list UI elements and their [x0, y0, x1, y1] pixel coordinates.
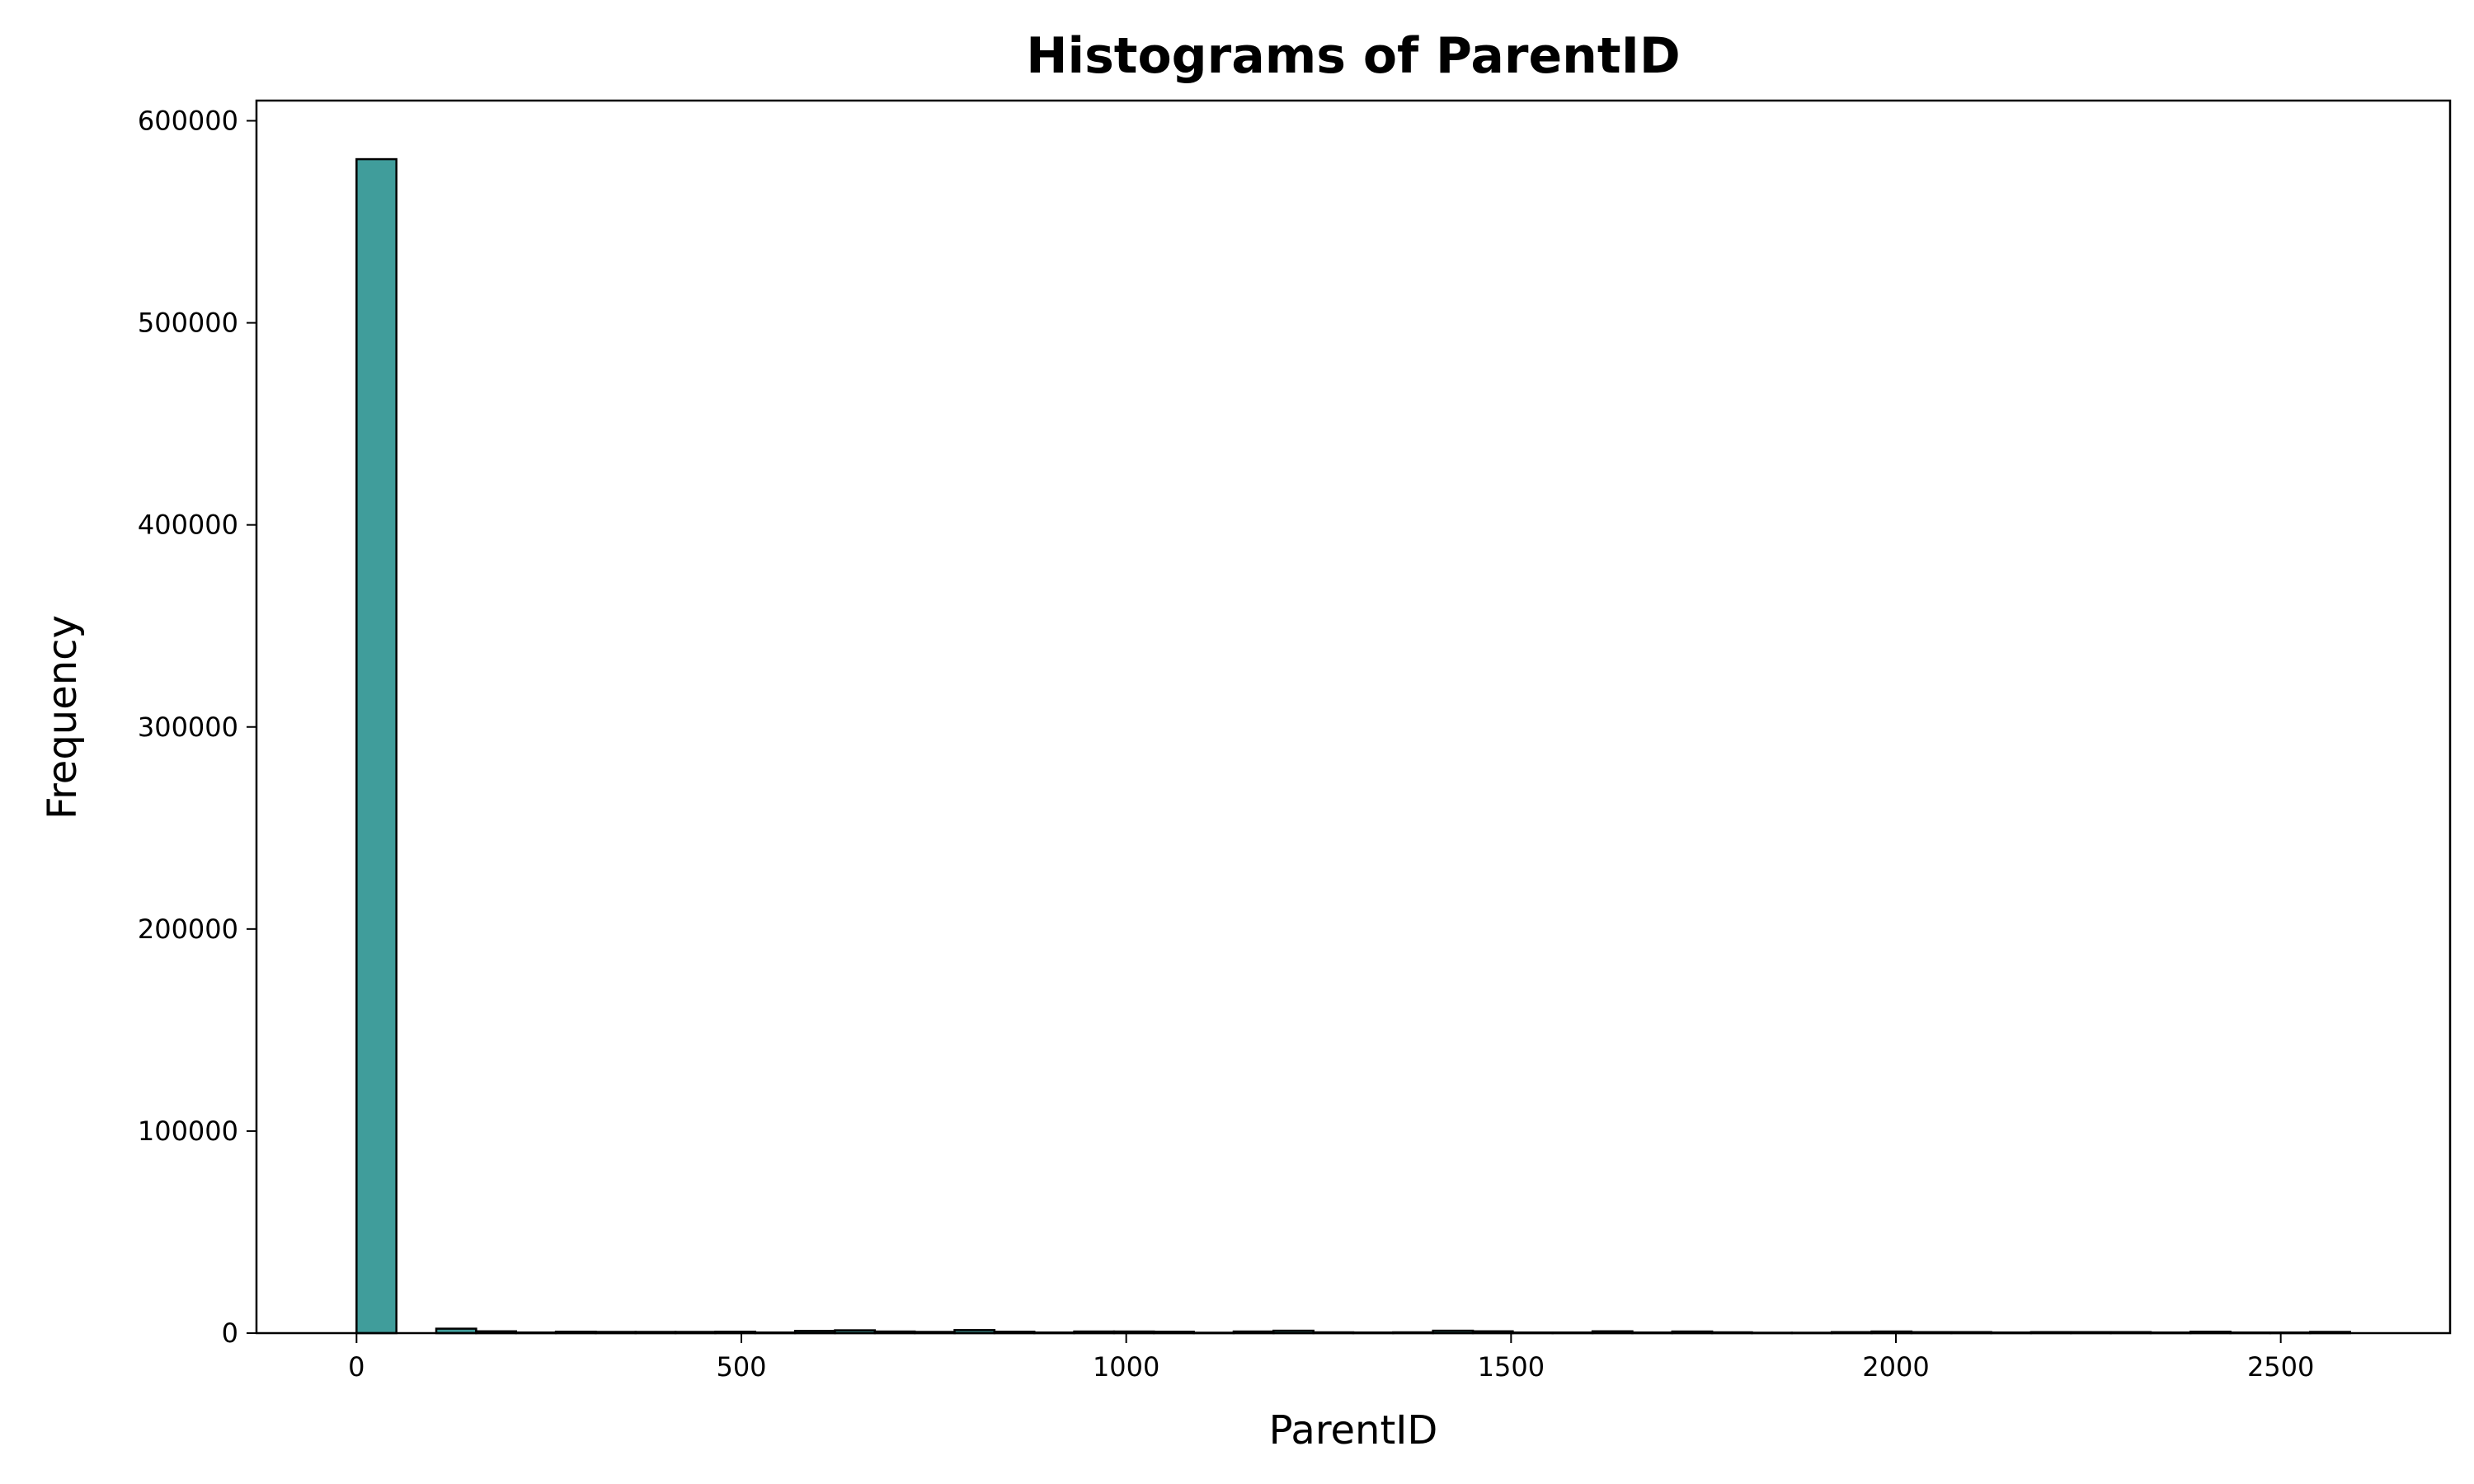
x-tick-label: 1000 — [1093, 1351, 1159, 1383]
y-tick-label: 600000 — [138, 106, 238, 137]
y-tick-label: 400000 — [138, 510, 238, 541]
y-tick-label: 300000 — [138, 711, 238, 743]
x-tick-label: 0 — [348, 1351, 365, 1383]
ticks-layer: 0 500 1000 1500 2000 2500 0 100000 200000 300000 4… — [138, 106, 2315, 1383]
chart-title: Histograms of ParentID — [1026, 27, 1680, 85]
x-axis-title: ParentID — [1269, 1407, 1438, 1453]
histogram-bar — [355, 157, 397, 1335]
y-tick-label: 100000 — [138, 1115, 238, 1147]
x-tick-label: 2500 — [2247, 1351, 2314, 1383]
x-tick-label: 1500 — [1478, 1351, 1545, 1383]
y-tick-label: 0 — [222, 1317, 238, 1349]
plot-area-frame — [255, 99, 2452, 1335]
x-tick-label: 500 — [716, 1351, 766, 1383]
y-tick-label: 500000 — [138, 308, 238, 339]
x-tick-label: 2000 — [1862, 1351, 1929, 1383]
y-axis-title: Frequency — [40, 615, 86, 819]
y-tick-label: 200000 — [138, 913, 238, 945]
